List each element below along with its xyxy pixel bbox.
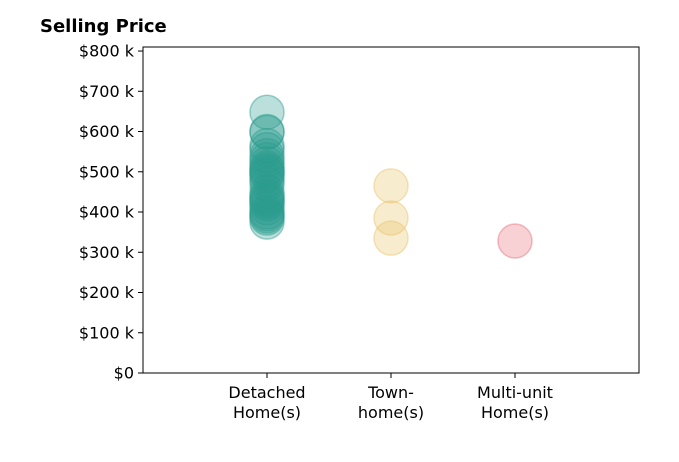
data-point <box>249 156 285 192</box>
data-point <box>249 94 285 130</box>
data-point <box>373 220 409 256</box>
data-point <box>249 127 285 164</box>
y-tick-label: $500 k <box>79 162 135 181</box>
x-tick-label: Home(s) <box>233 403 301 422</box>
y-tick-label: $800 k <box>79 42 135 61</box>
x-axis: DetachedHome(s)Town-home(s)Multi-unitHom… <box>228 373 553 422</box>
data-point <box>249 204 285 240</box>
data-point <box>373 168 409 204</box>
y-tick-label: $100 k <box>79 323 135 342</box>
data-point <box>249 162 285 198</box>
data-point <box>249 152 285 188</box>
y-tick-label: $700 k <box>79 82 135 101</box>
data-point <box>249 131 285 168</box>
data-point <box>249 174 285 210</box>
data-point <box>249 114 285 151</box>
data-point <box>249 141 285 178</box>
data-point <box>497 223 533 259</box>
x-tick-label: home(s) <box>358 403 424 422</box>
y-tick-label: $300 k <box>79 243 135 262</box>
data-point <box>249 180 285 216</box>
data-point <box>249 149 285 186</box>
y-tick-label: $0 <box>114 364 134 383</box>
data-point <box>249 184 285 220</box>
data-point <box>249 196 285 232</box>
data-point <box>249 198 285 234</box>
data-point <box>249 182 285 218</box>
x-tick-label: Detached <box>228 383 305 402</box>
x-tick-label: Home(s) <box>481 403 549 422</box>
data-point <box>249 113 285 150</box>
data-point <box>249 178 285 214</box>
data-point <box>249 145 285 182</box>
y-tick-label: $200 k <box>79 283 135 302</box>
chart-title: Selling Price <box>40 16 167 37</box>
data-point <box>373 200 409 236</box>
y-tick-label: $600 k <box>79 122 135 141</box>
data-point <box>249 200 285 236</box>
data-point <box>249 158 285 194</box>
data-point <box>249 194 285 230</box>
data-point <box>249 137 285 174</box>
data-points <box>249 94 533 259</box>
data-point <box>249 154 285 190</box>
y-axis: $0 $100 k $200 k $300 k $400 k $500 k $600 k $7… <box>79 42 143 383</box>
x-tick-label: Multi-unit <box>477 383 553 402</box>
y-tick-label: $400 k <box>79 203 135 222</box>
data-point <box>249 166 285 202</box>
data-point <box>249 186 285 222</box>
data-point <box>249 190 285 226</box>
x-tick-label: Town- <box>367 383 414 402</box>
